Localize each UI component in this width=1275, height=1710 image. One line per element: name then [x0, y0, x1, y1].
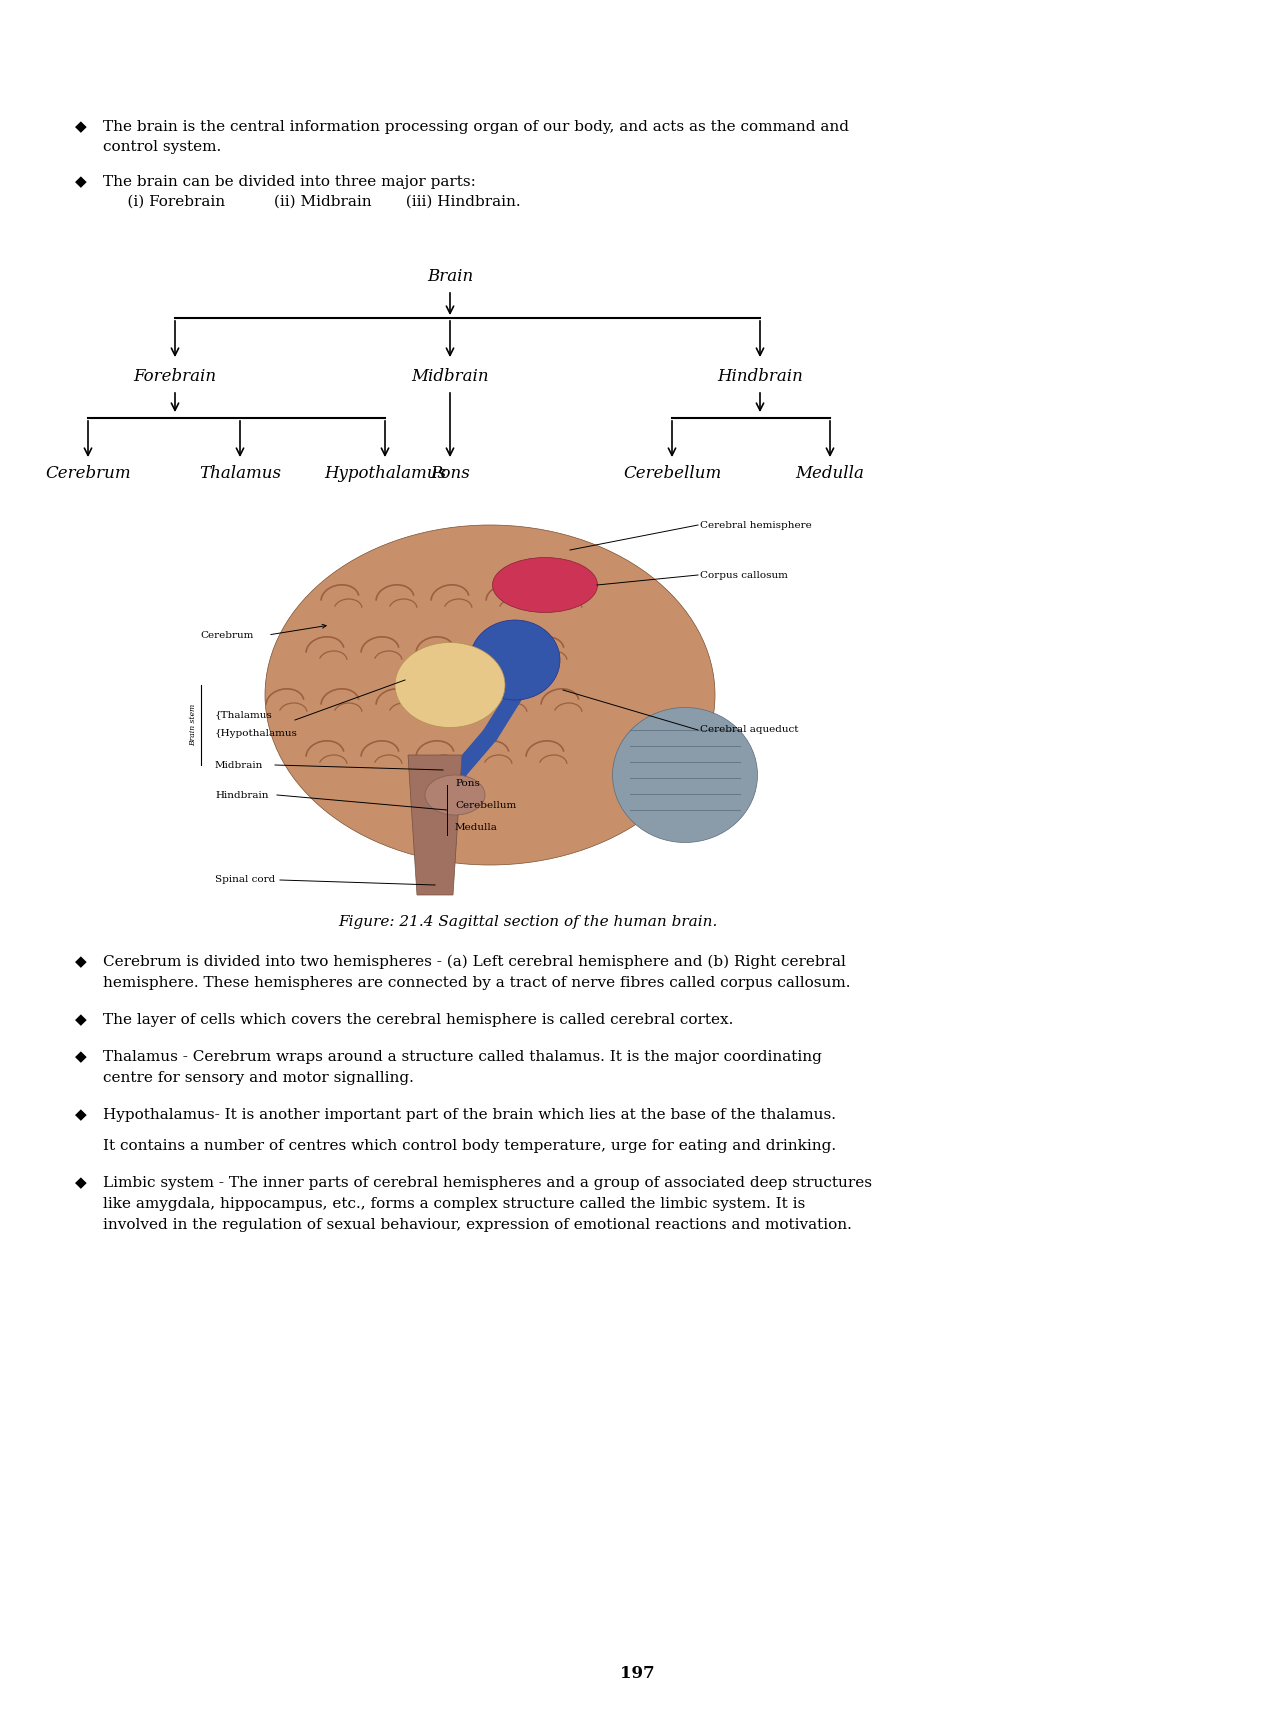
Text: Thalamus - Cerebrum wraps around a structure called thalamus. It is the major co: Thalamus - Cerebrum wraps around a struc… — [103, 1050, 822, 1064]
Text: Corpus callosum: Corpus callosum — [700, 571, 788, 580]
Text: ◆: ◆ — [75, 1012, 87, 1028]
Text: Spinal cord: Spinal cord — [215, 876, 275, 884]
Text: ◆: ◆ — [75, 1050, 87, 1064]
Text: Cerebral hemisphere: Cerebral hemisphere — [700, 520, 812, 530]
Text: ◆: ◆ — [75, 954, 87, 970]
Text: ◆: ◆ — [75, 1108, 87, 1122]
Text: like amygdala, hippocampus, etc., forms a complex structure called the limbic sy: like amygdala, hippocampus, etc., forms … — [103, 1197, 806, 1211]
Ellipse shape — [612, 708, 757, 843]
Text: centre for sensory and motor signalling.: centre for sensory and motor signalling. — [103, 1070, 414, 1086]
Text: Limbic system - The inner parts of cerebral hemispheres and a group of associate: Limbic system - The inner parts of cereb… — [103, 1176, 872, 1190]
Text: 197: 197 — [620, 1666, 654, 1683]
Text: The layer of cells which covers the cerebral hemisphere is called cerebral corte: The layer of cells which covers the cere… — [103, 1012, 733, 1028]
Text: Medulla: Medulla — [796, 465, 864, 482]
Text: Midbrain: Midbrain — [215, 761, 264, 770]
Text: It contains a number of centres which control body temperature, urge for eating : It contains a number of centres which co… — [103, 1139, 836, 1153]
Polygon shape — [408, 756, 462, 894]
Text: The brain is the central information processing organ of our body, and acts as t: The brain is the central information pro… — [103, 120, 849, 133]
Text: Cerebrum is divided into two hemispheres - (a) Left cerebral hemisphere and (b) : Cerebrum is divided into two hemispheres… — [103, 954, 845, 970]
Ellipse shape — [425, 775, 484, 816]
Text: Cerebellum: Cerebellum — [455, 800, 516, 809]
Text: Midbrain: Midbrain — [411, 368, 488, 385]
Text: Hypothalamus: Hypothalamus — [324, 465, 446, 482]
Text: Hindbrain: Hindbrain — [215, 790, 269, 800]
Text: {Hypothalamus: {Hypothalamus — [215, 728, 298, 737]
Text: Forebrain: Forebrain — [134, 368, 217, 385]
Text: The brain can be divided into three major parts:: The brain can be divided into three majo… — [103, 174, 476, 190]
Text: ◆: ◆ — [75, 174, 87, 190]
Text: Hypothalamus- It is another important part of the brain which lies at the base o: Hypothalamus- It is another important pa… — [103, 1108, 836, 1122]
Text: Pons: Pons — [430, 465, 470, 482]
Ellipse shape — [265, 525, 715, 865]
Ellipse shape — [470, 621, 560, 699]
Text: ◆: ◆ — [75, 1176, 87, 1190]
Text: Cerebrum: Cerebrum — [200, 631, 254, 640]
Text: ◆: ◆ — [75, 120, 87, 133]
Text: {Thalamus: {Thalamus — [215, 710, 273, 720]
Text: Brain stem: Brain stem — [189, 705, 198, 746]
Ellipse shape — [492, 557, 598, 612]
Text: Medulla: Medulla — [455, 823, 497, 831]
Text: hemisphere. These hemispheres are connected by a tract of nerve fibres called co: hemisphere. These hemispheres are connec… — [103, 976, 850, 990]
Text: involved in the regulation of sexual behaviour, expression of emotional reaction: involved in the regulation of sexual beh… — [103, 1218, 852, 1231]
Text: Brain: Brain — [427, 268, 473, 286]
Text: Pons: Pons — [455, 778, 479, 788]
Text: Thalamus: Thalamus — [199, 465, 280, 482]
Text: (i) Forebrain          (ii) Midbrain       (iii) Hindbrain.: (i) Forebrain (ii) Midbrain (iii) Hindbr… — [103, 195, 520, 209]
Ellipse shape — [395, 643, 505, 727]
Text: Cerebral aqueduct: Cerebral aqueduct — [700, 725, 798, 735]
Text: control system.: control system. — [103, 140, 222, 154]
Text: Figure: 21.4 Sagittal section of the human brain.: Figure: 21.4 Sagittal section of the hum… — [338, 915, 717, 929]
Text: Cerebrum: Cerebrum — [45, 465, 131, 482]
Text: Cerebellum: Cerebellum — [623, 465, 722, 482]
Text: Hindbrain: Hindbrain — [717, 368, 803, 385]
